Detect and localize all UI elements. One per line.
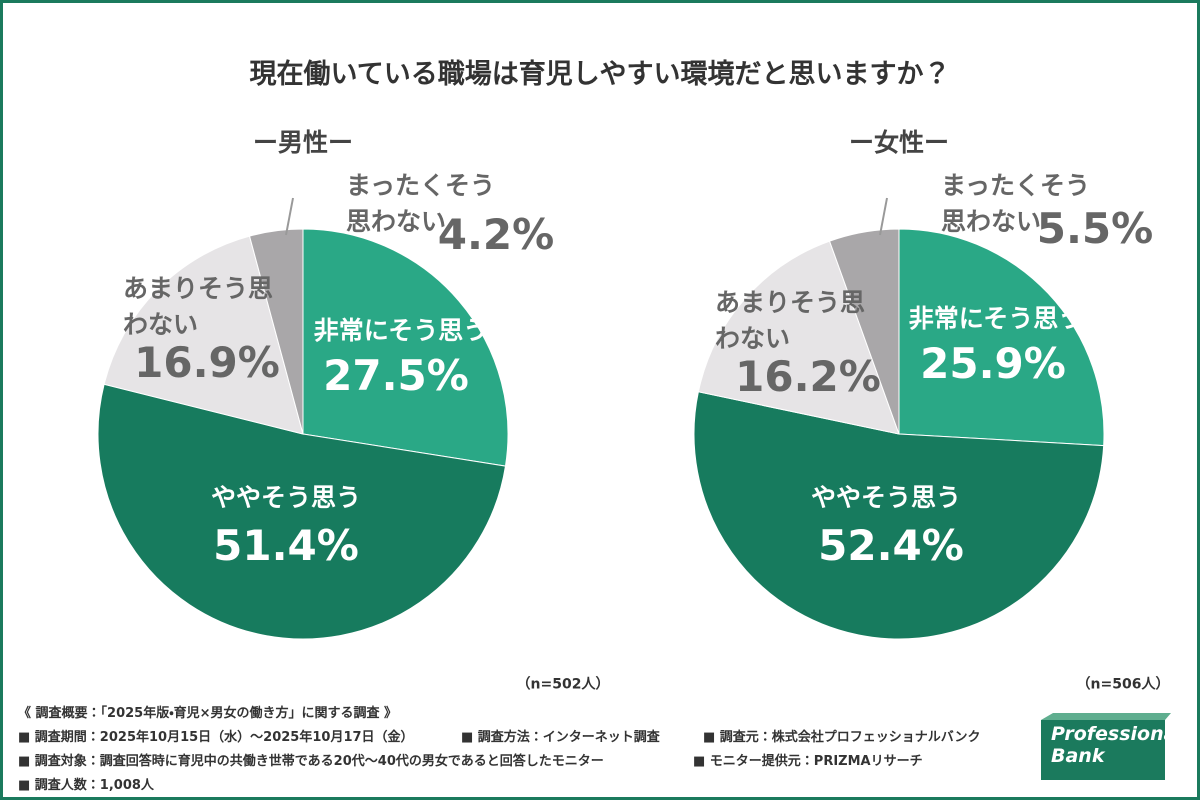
survey-item: ■ 調査元：株式会社プロフェッショナルバンク [703, 730, 981, 745]
sample-note: （n=506人） [1076, 676, 1170, 693]
logo-box [1041, 720, 1165, 780]
slice-value: 25.9% [920, 338, 1066, 388]
slice-value: 16.9% [134, 337, 280, 387]
pie-title: ー男性ー [252, 128, 354, 157]
sample-note: （n=502人） [516, 676, 610, 693]
survey-item: ■ 調査人数：1,008人 [18, 778, 154, 793]
survey-item: ■ 調査期間：2025年10月15日（水）〜2025年10月17日（金） [18, 730, 414, 745]
slice-value: 16.2% [735, 351, 881, 401]
slice-label: 非常にそう思う [908, 304, 1084, 333]
logo-edge [1041, 713, 1171, 720]
survey-heading: 《 調査概要：「2025年版・育児×男女の働き方」に関する調査 》 [18, 706, 398, 721]
slice-label: あまりそう思わない [123, 274, 274, 340]
slice-value: 27.5% [323, 350, 469, 400]
logo-text: Professional [1051, 723, 1183, 745]
slice-value: 51.4% [213, 520, 359, 570]
pie-slice [898, 228, 1105, 447]
logo-text: Bank [1051, 745, 1105, 767]
slice-label: まったくそう思わない [346, 171, 496, 237]
page-title: 現在働いている職場は育児しやすい環境だと思いますか？ [249, 58, 951, 90]
slice-label: ややそう思う [810, 483, 962, 512]
pie-slice [693, 391, 1105, 640]
slice-value: 5.5% [1036, 203, 1154, 253]
pie-title: ー女性ー [848, 128, 950, 157]
survey-item: ■ 調査対象：調査回答時に育児中の共働き世帯である20代〜40代の男女であると回… [18, 754, 604, 769]
pie-slice [248, 228, 304, 435]
pie-slice [103, 235, 304, 435]
pie-slice [697, 240, 900, 435]
slice-label: ややそう思う [210, 483, 362, 512]
leader-line [879, 197, 888, 236]
pie-slice [302, 228, 509, 467]
slice-value: 4.2% [437, 209, 555, 259]
leader-line [285, 197, 294, 236]
slice-label: まったくそう思わない [941, 171, 1091, 237]
slice-label: 非常にそう思う [313, 316, 489, 345]
survey-item: ■ 調査方法：インターネット調査 [461, 730, 660, 745]
slice-label: あまりそう思わない [715, 288, 866, 354]
pie-slice [828, 228, 900, 435]
pie-slice [97, 383, 507, 640]
survey-item: ■ モニター提供元：PRIZMAリサーチ [693, 754, 923, 769]
slice-value: 52.4% [818, 520, 964, 570]
chart-canvas [97, 197, 1171, 780]
